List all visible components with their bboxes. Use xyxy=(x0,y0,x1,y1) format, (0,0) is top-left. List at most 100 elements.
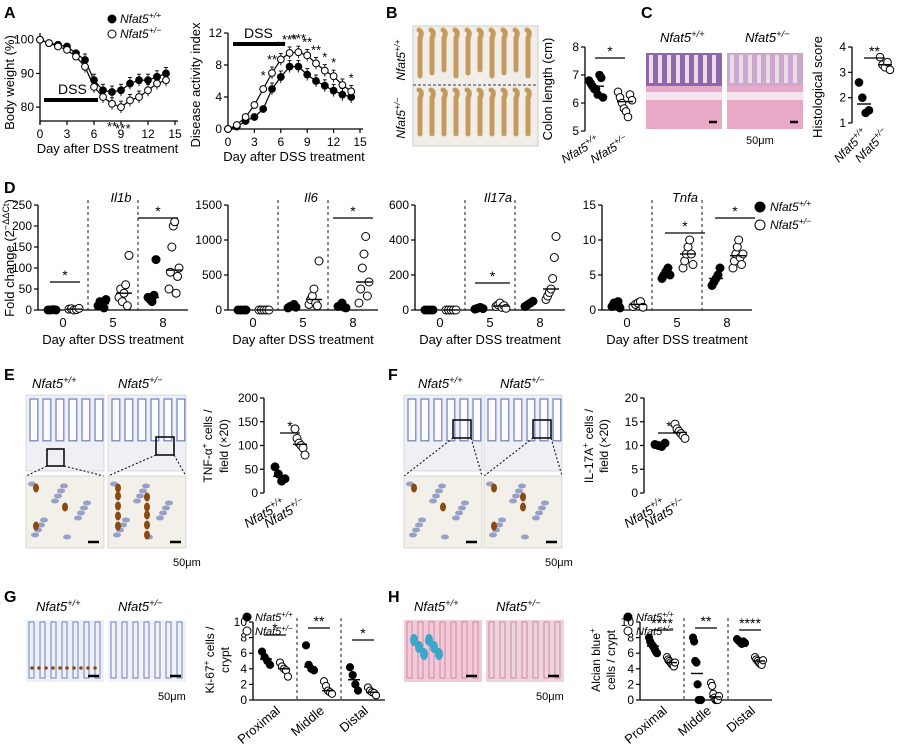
colon-sample xyxy=(524,27,532,79)
x-tick-label: 5 xyxy=(486,315,493,330)
data-point xyxy=(740,638,750,648)
y-tick-label: 5 xyxy=(589,268,596,282)
significance-marker: * xyxy=(349,70,354,85)
colon-sample xyxy=(500,27,508,76)
zoom-connector xyxy=(173,454,187,477)
panel-label-b: B xyxy=(386,5,398,22)
data-point xyxy=(652,649,662,658)
nucleus xyxy=(489,532,497,538)
data-point xyxy=(101,295,111,304)
data-point xyxy=(144,86,152,95)
zoom-connector xyxy=(470,437,483,477)
significance-marker: ** xyxy=(302,34,312,49)
legend-marker xyxy=(623,612,633,622)
colon-sample xyxy=(500,87,508,137)
data-point xyxy=(259,85,268,93)
alcian-positive xyxy=(425,634,433,646)
data-point xyxy=(99,93,107,101)
data-point xyxy=(714,692,724,701)
data-point xyxy=(45,39,53,48)
nucleus xyxy=(60,483,68,489)
data-point xyxy=(356,284,366,294)
data-point xyxy=(153,79,161,88)
crypt-outline xyxy=(55,398,65,442)
y-axis-title-2: field (×20) xyxy=(597,419,611,473)
data-point xyxy=(320,66,329,75)
crypt-outline xyxy=(450,621,457,679)
alcian-positive xyxy=(410,634,418,646)
y-tick-label: 5 xyxy=(572,124,579,138)
significance-marker: ** xyxy=(267,52,277,67)
nucleus xyxy=(54,493,62,499)
crypt-outline xyxy=(143,621,150,679)
nucleus xyxy=(57,488,65,494)
data-point xyxy=(690,637,699,646)
data-point xyxy=(696,695,706,705)
y-tick-label: 90 xyxy=(21,66,35,80)
genotype-base: Nfat5 xyxy=(496,599,528,614)
dss-label: DSS xyxy=(58,81,87,97)
y-tick-label: 10 xyxy=(583,233,597,247)
zoom-box xyxy=(532,419,552,439)
y-axis-title-1: Alcian blue+ xyxy=(587,628,603,692)
data-point xyxy=(615,303,625,313)
legend-label: Nfat5+/+ xyxy=(636,610,674,625)
legend-marker xyxy=(754,201,766,213)
crypt-lumen xyxy=(676,55,680,83)
data-point xyxy=(361,232,371,241)
data-point xyxy=(117,103,125,112)
nucleus xyxy=(412,527,420,533)
positive-cell xyxy=(30,666,34,670)
x-axis-title: Day after DSS treatment xyxy=(419,332,561,347)
y-tick-label: 8 xyxy=(572,40,579,54)
x-tick-label: 5 xyxy=(673,315,680,330)
y-axis-title: Histological score xyxy=(810,36,825,138)
x-tick-label: 9 xyxy=(118,127,125,141)
significance-marker: * xyxy=(607,43,613,59)
positive-cell xyxy=(115,521,121,531)
x-tick-label: 0 xyxy=(225,135,232,149)
positive-cell xyxy=(79,666,83,670)
x-tick-label: 0 xyxy=(436,315,443,330)
data-point xyxy=(135,93,143,101)
data-point xyxy=(276,55,285,64)
positive-cell xyxy=(33,521,39,531)
x-tick-label: 0 xyxy=(37,127,44,141)
histology-crypts xyxy=(727,53,803,86)
x-axis-title: Day after DSS treatment xyxy=(606,332,748,347)
colon-sample xyxy=(416,27,424,79)
image-title-het: Nfat5+/− xyxy=(745,29,790,45)
crypt-outline xyxy=(420,398,430,442)
x-tick-label: 3 xyxy=(64,127,71,141)
y-tick-label: 8 xyxy=(627,631,634,645)
y-axis-title: Disease activity index xyxy=(188,22,203,147)
y-tick-label: 200 xyxy=(389,268,409,282)
nucleus xyxy=(461,500,469,506)
y-tick-label: 8 xyxy=(240,631,247,645)
crypt-outline xyxy=(499,621,506,679)
genotype-sup: +/− xyxy=(392,97,402,109)
legend-label: Nfat5+/− xyxy=(255,624,293,639)
nucleus xyxy=(162,505,170,511)
panel-label-f: F xyxy=(388,367,398,384)
genotype-base: Nfat5 xyxy=(120,27,149,41)
data-point xyxy=(685,235,695,245)
nucleus xyxy=(40,517,48,523)
crypt-outline xyxy=(163,398,173,442)
image-title-wt: Nfat5+/+ xyxy=(418,375,463,391)
panel-label-d: D xyxy=(4,180,16,197)
nucleus xyxy=(518,483,526,489)
x-category-label: Distal xyxy=(723,703,758,735)
y-tick-label: 0 xyxy=(631,486,638,500)
data-point xyxy=(692,658,701,667)
image-title-wt: Nfat5+/+ xyxy=(660,29,705,45)
colon-sample xyxy=(440,87,448,137)
y-tick-label: 0 xyxy=(215,122,222,136)
positive-cell xyxy=(93,666,97,670)
crypt-outline xyxy=(29,398,39,442)
data-point xyxy=(623,112,633,122)
panel-label-e: E xyxy=(4,367,15,384)
colon-sample xyxy=(476,87,484,137)
